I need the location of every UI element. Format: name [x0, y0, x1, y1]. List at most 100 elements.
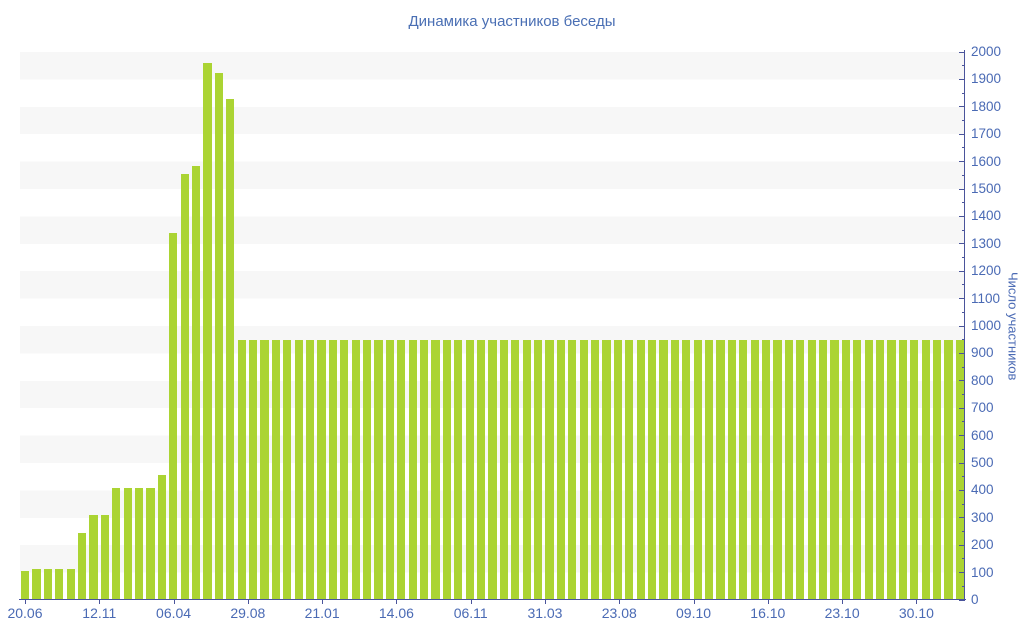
bar	[807, 339, 816, 600]
y-axis-tick-label: 900	[971, 345, 994, 361]
y-axis-tick-label: 300	[971, 509, 994, 525]
y-axis-minor-tick	[961, 476, 965, 478]
x-axis-tick-label: 20.06	[7, 605, 43, 621]
bar	[203, 62, 212, 600]
y-axis-tick-label: 1500	[971, 181, 1002, 196]
bar	[750, 339, 759, 600]
y-axis-major-tick	[959, 133, 965, 135]
bar	[374, 339, 383, 600]
y-axis-tick-label: 200	[971, 537, 994, 553]
bar	[21, 571, 30, 600]
bar	[568, 339, 577, 600]
x-axis-tick-label: 21.01	[304, 605, 340, 621]
bar	[762, 339, 771, 600]
bar	[420, 339, 429, 600]
x-axis-tick-label: 14.06	[378, 605, 414, 621]
x-axis-tick	[247, 600, 249, 604]
y-axis-minor-tick	[961, 92, 965, 94]
y-axis-tick-label: 500	[971, 455, 994, 470]
y-axis-major-tick	[959, 352, 965, 354]
chart-title: Динамика участников беседы	[408, 13, 616, 30]
bar	[819, 339, 828, 600]
bar	[545, 339, 554, 600]
bar	[89, 515, 98, 600]
bar	[579, 339, 588, 600]
y-axis-tick-label: 1000	[971, 318, 1002, 333]
x-axis-tick-label: 30.10	[898, 605, 934, 621]
plot-area	[20, 52, 965, 600]
bar	[157, 475, 166, 600]
y-axis-major-tick	[959, 161, 965, 163]
bar	[727, 339, 736, 600]
bar	[328, 339, 337, 600]
bar	[659, 339, 668, 600]
y-axis-major-tick	[959, 215, 965, 217]
bar	[454, 339, 463, 600]
y-axis-minor-tick	[961, 366, 965, 368]
bar	[306, 339, 315, 600]
x-axis-tick	[842, 600, 844, 604]
y-axis-minor-tick	[961, 503, 965, 505]
bar	[602, 339, 611, 600]
x-axis-tick	[322, 600, 324, 604]
bar	[351, 339, 360, 600]
y-axis-major-tick	[959, 78, 965, 80]
x-axis-tick-label: 31.03	[527, 605, 563, 621]
bar	[910, 339, 919, 600]
y-axis-tick-label: 0	[971, 592, 979, 607]
bar	[556, 339, 565, 600]
bar	[180, 173, 189, 600]
bar	[613, 339, 622, 600]
bar	[864, 339, 873, 600]
y-axis-tick-label: 1400	[971, 208, 1002, 224]
y-axis-major-tick	[959, 489, 965, 491]
y-axis-tick-label: 1700	[971, 126, 1002, 142]
bar	[214, 72, 223, 600]
bar	[340, 339, 349, 600]
y-axis-tick-label: 1200	[971, 263, 1002, 279]
y-axis-major-tick	[959, 380, 965, 382]
y-axis-minor-tick	[961, 147, 965, 149]
bar	[294, 339, 303, 600]
bar	[830, 339, 839, 600]
y-axis-minor-tick	[961, 65, 965, 67]
y-axis-major-tick	[959, 106, 965, 108]
bar	[169, 232, 178, 600]
y-axis-tick-label: 1100	[971, 290, 1001, 306]
x-axis-tick	[99, 600, 101, 604]
bar	[636, 339, 645, 600]
bar	[78, 532, 87, 600]
y-axis-major-tick	[959, 435, 965, 437]
bar	[226, 98, 235, 600]
y-axis-major-tick	[959, 51, 965, 53]
y-axis-major-tick	[959, 462, 965, 464]
bar	[499, 339, 508, 600]
y-axis-title: Число участников	[1005, 271, 1021, 381]
bar	[876, 339, 885, 600]
bar	[135, 487, 144, 600]
bar	[55, 568, 64, 600]
x-axis-tick	[693, 600, 695, 604]
y-axis-major-tick	[959, 544, 965, 546]
x-axis-tick	[619, 600, 621, 604]
bar	[66, 568, 75, 600]
bar	[32, 568, 41, 600]
bar	[146, 487, 155, 600]
bar	[784, 339, 793, 600]
y-axis-tick-label: 100	[971, 564, 994, 580]
y-axis-major-tick	[959, 188, 965, 190]
bar	[385, 339, 394, 600]
y-axis-minor-tick	[961, 311, 965, 313]
bar	[112, 487, 121, 600]
bar	[796, 339, 805, 600]
x-axis-tick-label: 06.04	[156, 605, 192, 621]
bar	[43, 568, 52, 600]
bar	[397, 339, 406, 600]
bar	[431, 339, 440, 600]
bar	[249, 339, 258, 600]
x-axis-tick-label: 12.11	[82, 605, 117, 621]
bar	[123, 487, 132, 600]
bar	[511, 339, 520, 600]
y-axis-major-tick	[959, 572, 965, 574]
